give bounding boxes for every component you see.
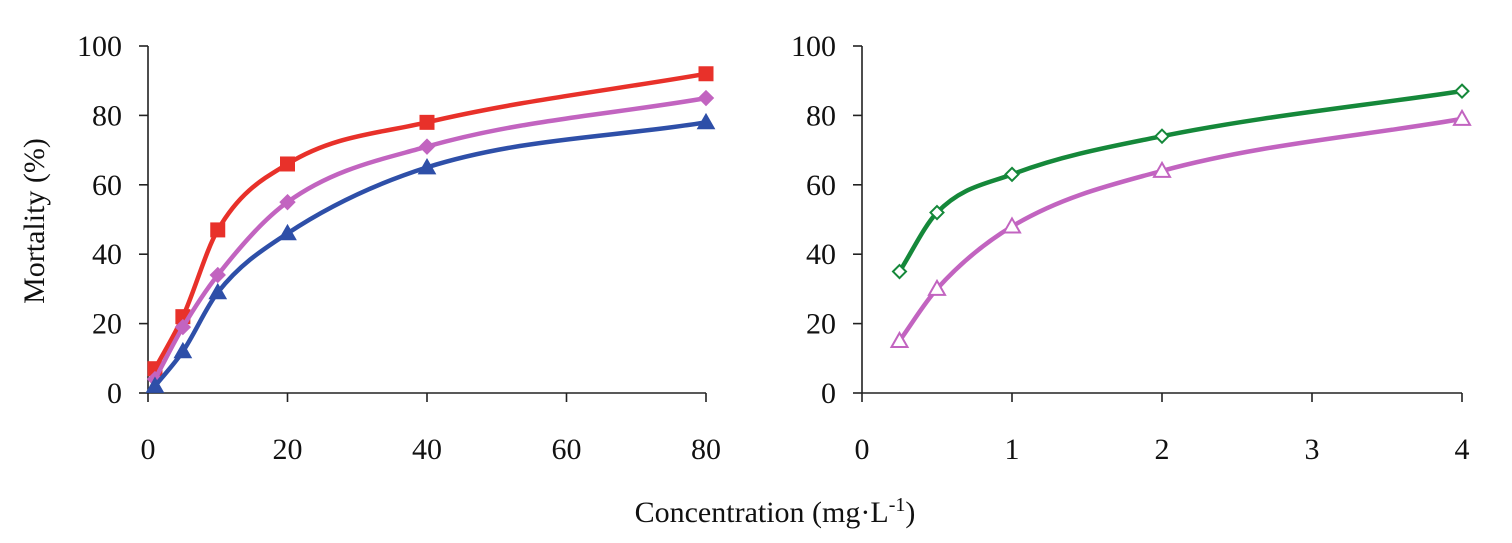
left-series-1-point — [210, 222, 226, 238]
left-series-3-point — [696, 112, 716, 130]
right-x-tick-label: 4 — [1455, 433, 1470, 466]
right-series-1-point — [891, 263, 908, 280]
right-x-tick-label: 0 — [855, 433, 870, 466]
left-x-tick-label: 20 — [273, 433, 303, 466]
left-y-tick-label: 80 — [92, 99, 122, 132]
left-series-1-point — [419, 114, 435, 130]
left-chart-panel: 0 20 40 60 80 100 0 20 40 60 80 — [77, 30, 721, 466]
right-series-1-point — [1454, 83, 1470, 100]
left-x-tick-label: 80 — [691, 433, 721, 466]
right-x-tick-label: 1 — [1005, 433, 1020, 466]
right-series-2-point — [927, 278, 947, 296]
right-x-tick-label: 3 — [1305, 433, 1320, 466]
left-y-tick-label: 100 — [77, 30, 122, 63]
left-series-3-point — [278, 223, 297, 241]
right-series-2-point — [889, 330, 910, 348]
right-series-1-point — [1004, 166, 1020, 183]
right-x-tick-label: 2 — [1155, 433, 1170, 466]
left-y-axis-title: Mortality (%) — [18, 138, 51, 304]
left-series-3-point — [417, 157, 437, 175]
left-y-tick-label: 0 — [107, 377, 122, 410]
left-series-3-point — [173, 341, 193, 359]
right-series-1-point — [929, 204, 945, 221]
right-series-2-line — [897, 116, 1465, 344]
left-x-tick-label: 60 — [552, 433, 582, 466]
left-x-tick-label: 40 — [412, 433, 442, 466]
left-series-2-point — [279, 193, 296, 211]
right-series-2-point — [1452, 108, 1472, 126]
right-y-tick-label: 0 — [821, 377, 836, 410]
right-y-tick-label: 100 — [791, 30, 836, 63]
right-y-tick-label: 40 — [806, 238, 836, 271]
shared-x-axis-title: Concentration (mg·L-1) — [635, 494, 916, 529]
left-series-1-point — [280, 156, 295, 172]
left-series-2-point — [418, 138, 436, 155]
left-y-tick-label: 60 — [92, 169, 122, 202]
right-y-tick-label: 20 — [806, 308, 836, 341]
left-series-3-point — [208, 282, 228, 300]
left-series-2-point — [209, 266, 226, 284]
left-series-2-point — [174, 318, 192, 336]
left-series-2-point — [697, 89, 715, 107]
left-series-3-point — [145, 376, 165, 393]
right-y-tick-label: 80 — [806, 99, 836, 132]
left-series-2-line — [152, 95, 709, 382]
right-series-2-point — [1152, 160, 1172, 178]
right-series-1-point — [1154, 128, 1170, 145]
left-y-tick-label: 40 — [92, 238, 122, 271]
right-y-tick-label: 60 — [806, 169, 836, 202]
left-x-tick-label: 0 — [141, 433, 156, 466]
right-chart-panel: 0 20 40 60 80 100 0 1 2 3 4 — [791, 30, 1472, 466]
left-series-1-point — [698, 66, 714, 82]
right-series-2-point — [1002, 216, 1022, 234]
left-y-tick-label: 20 — [92, 308, 122, 341]
